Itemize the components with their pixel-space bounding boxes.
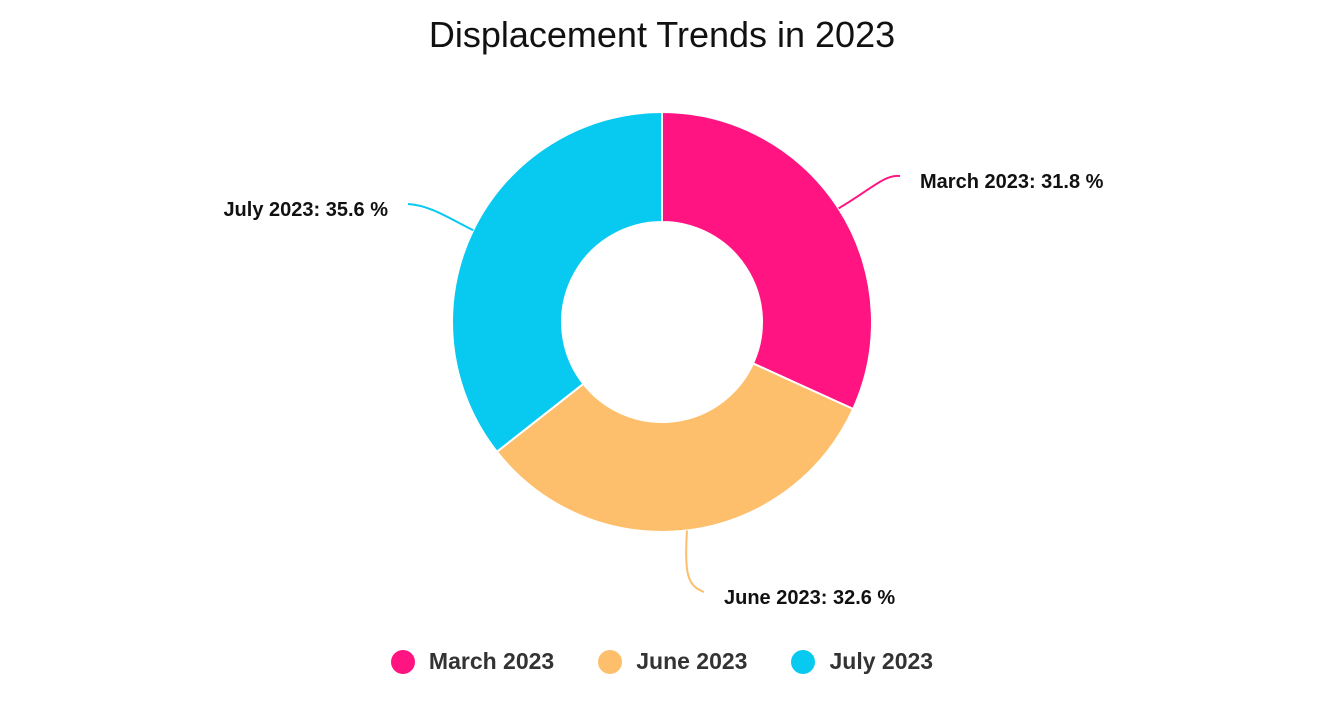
data-label-july-2023: July 2023: 35.6 %	[223, 199, 388, 221]
legend-item-july-2023[interactable]: July 2023	[791, 648, 933, 675]
data-label-june-2023: June 2023: 32.6 %	[724, 587, 895, 609]
legend-item-june-2023[interactable]: June 2023	[598, 648, 747, 675]
legend-label-june-2023: June 2023	[636, 648, 748, 674]
data-label-march-2023: March 2023: 31.8 %	[920, 171, 1104, 193]
legend-swatch-march-2023	[390, 649, 415, 674]
slice-march-2023[interactable]	[661, 110, 873, 411]
legend-swatch-june-2023	[598, 649, 623, 674]
chart-title: Displacement Trends in 2023	[428, 14, 896, 55]
leader-line-july-2023	[407, 203, 474, 232]
legend-label-july-2023: July 2023	[829, 648, 934, 674]
slice-june-2023[interactable]	[495, 362, 855, 533]
legend-label-march-2023: March 2023	[428, 648, 555, 674]
leader-line-june-2023	[685, 530, 705, 593]
legend-swatch-july-2023	[791, 649, 816, 674]
chart-legend: March 2023 June 2023 July 2023	[0, 648, 1324, 675]
leader-line-march-2023	[838, 174, 901, 210]
slice-july-2023[interactable]	[451, 110, 663, 454]
legend-item-march-2023[interactable]: March 2023	[390, 648, 555, 675]
